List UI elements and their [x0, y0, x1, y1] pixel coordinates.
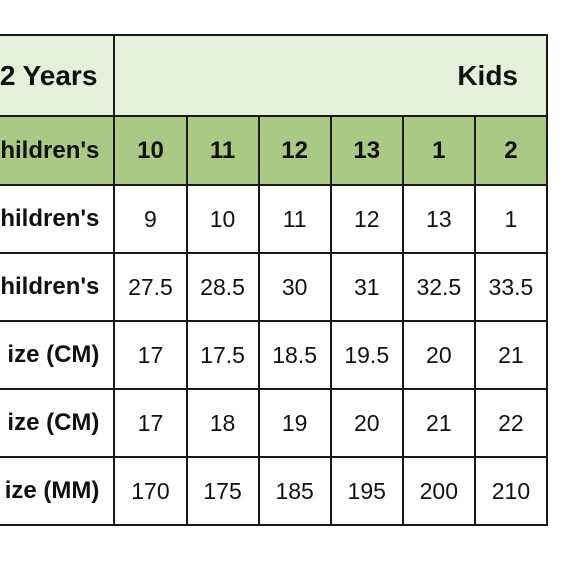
table-cell: 13	[401, 184, 476, 254]
table-cell: 28.5	[185, 252, 260, 322]
size-cell: 1	[401, 115, 476, 186]
table-row: ize (CM) 17 17.5 18.5 19.5 20 21	[0, 320, 549, 390]
table-cell: 10	[185, 184, 260, 254]
kids-group-header: Kids	[113, 34, 548, 117]
table-cell: 18.5	[257, 320, 332, 390]
row-label: Children's	[0, 115, 116, 186]
table-cell: 21	[473, 320, 549, 390]
table-cell: 22	[473, 388, 549, 458]
table-cell: 9	[113, 184, 188, 254]
table-cell: 32.5	[401, 252, 476, 322]
table-row: Children's 27.5 28.5 30 31 32.5 33.5	[0, 252, 549, 322]
table-cell: 27.5	[113, 252, 188, 322]
table-cell: 17.5	[185, 320, 260, 390]
table-row: ize (MM) 170 175 185 195 200 210	[0, 456, 549, 526]
table-cell: 11	[257, 184, 332, 254]
table-cell: 170	[113, 456, 188, 526]
table-cell: 19	[257, 388, 332, 458]
table-cell: 200	[401, 456, 476, 526]
table-cell: 210	[473, 456, 549, 526]
row-label: Children's	[0, 184, 116, 254]
table-cell: 195	[329, 456, 404, 526]
size-cell: 12	[257, 115, 332, 186]
table-row: ize (CM) 17 18 19 20 21 22	[0, 388, 549, 458]
size-chart-table: 2 Years Kids Children's 10 11 12 13 1 2 …	[0, 34, 549, 526]
table-cell: 20	[329, 388, 404, 458]
table-cell: 21	[401, 388, 476, 458]
header-row: 2 Years Kids	[0, 34, 548, 117]
table-cell: 17	[113, 320, 188, 390]
size-cell: 2	[473, 115, 549, 186]
table-cell: 20	[401, 320, 476, 390]
row-label: ize (CM)	[0, 388, 116, 458]
table-cell: 17	[113, 388, 188, 458]
table-cell: 33.5	[473, 252, 549, 322]
row-label: ize (MM)	[0, 456, 116, 526]
table-cell: 185	[257, 456, 332, 526]
table-cell: 175	[185, 456, 260, 526]
table-row: Children's 9 10 11 12 13 1	[0, 184, 549, 254]
table-cell: 1	[473, 184, 549, 254]
row-label: ize (CM)	[0, 320, 116, 390]
table-cell: 19.5	[329, 320, 404, 390]
row-label: Children's	[0, 252, 116, 322]
age-group-header: 2 Years	[0, 34, 116, 117]
size-cell: 10	[113, 115, 188, 186]
size-cell: 11	[185, 115, 260, 186]
table-cell: 12	[329, 184, 404, 254]
size-header-row: Children's 10 11 12 13 1 2	[0, 115, 549, 186]
size-cell: 13	[329, 115, 404, 186]
table-cell: 30	[257, 252, 332, 322]
table-cell: 31	[329, 252, 404, 322]
table-cell: 18	[185, 388, 260, 458]
